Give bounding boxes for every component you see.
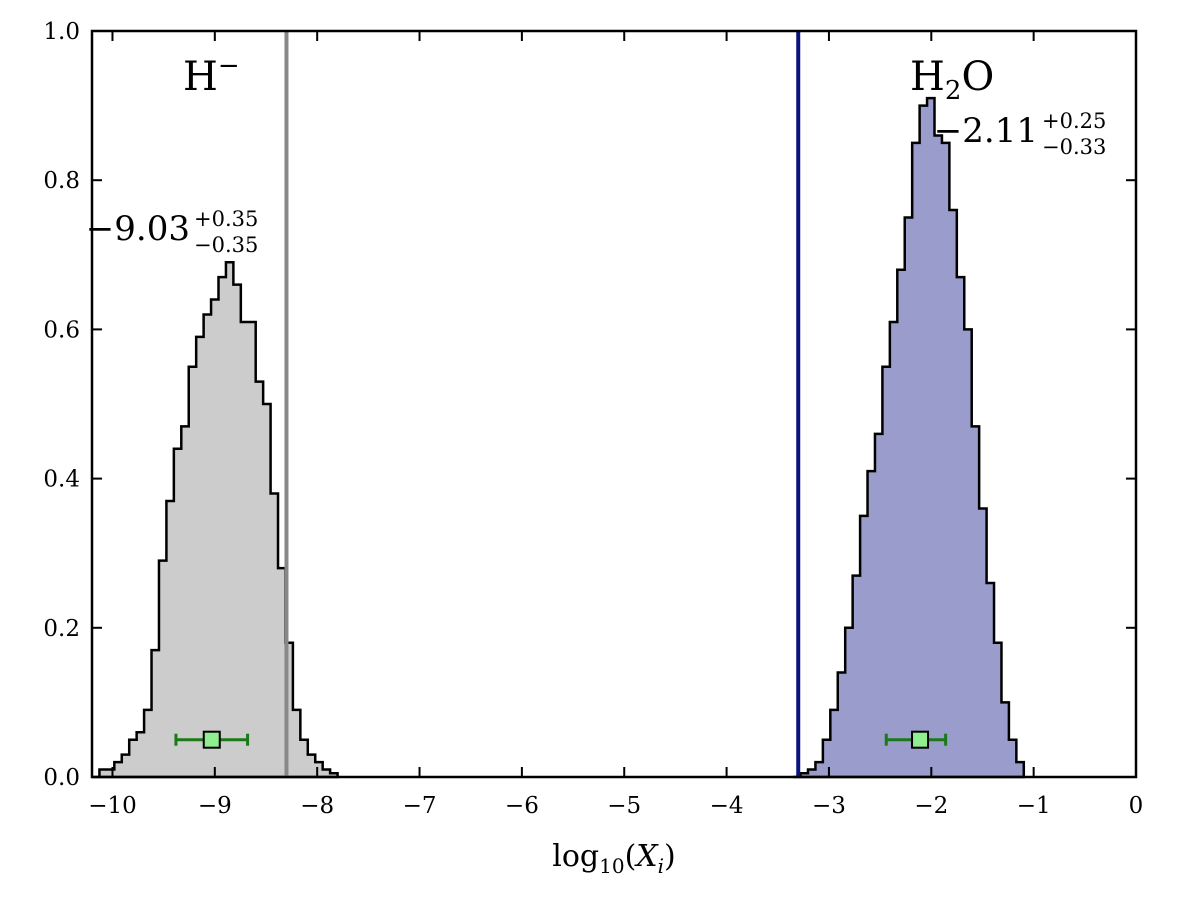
- y-tick-label: 0.0: [43, 765, 80, 791]
- x-tick-label: −3: [812, 793, 846, 819]
- y-tick-label: 0.4: [43, 467, 80, 493]
- x-tick-label: −9: [198, 793, 232, 819]
- annotation-hminus-value: −9.03: [86, 209, 190, 249]
- x-tick-label: −7: [403, 793, 437, 819]
- median-marker-series-0: [202, 730, 221, 749]
- x-tick-label: −2: [914, 793, 948, 819]
- annotation-h2o-plus: +0.25: [1042, 109, 1106, 133]
- x-tick-label: −8: [300, 793, 334, 819]
- y-tick-label: 0.6: [43, 317, 80, 343]
- annotation-h2o-value: −2.11: [934, 111, 1038, 151]
- annotation-h2o-minus: −0.33: [1042, 135, 1106, 159]
- x-tick-label: −5: [607, 793, 641, 819]
- y-tick-label: 1.0: [43, 19, 80, 45]
- labels: −10 −9 −8 −7 −6 −5 −4 −3 −2 −1 00.00.20.40.60.81.0…: [43, 19, 1143, 878]
- plot-area: [92, 31, 1136, 779]
- x-tick-label: −1: [1017, 793, 1051, 819]
- histogram-series-0: [92, 261, 339, 779]
- annotation-hminus-minus: −0.35: [194, 233, 258, 257]
- annotation-h2o: −2.11 +0.25−0.33: [934, 109, 1107, 159]
- series-label-h2o: H2O: [910, 54, 994, 106]
- median-marker-series-1: [911, 730, 930, 749]
- x-tick-label: −6: [505, 793, 539, 819]
- x-axis-title: log10(Xi): [552, 839, 676, 878]
- y-tick-label: 0.8: [43, 168, 80, 194]
- histogram-series-1: [793, 96, 1026, 779]
- series-label-hminus: H−: [183, 51, 240, 100]
- plot-frame: [90, 29, 1138, 779]
- x-tick-label: −4: [710, 793, 744, 819]
- annotation-hminus-plus: +0.35: [194, 207, 258, 231]
- x-tick-label: 0: [1129, 793, 1144, 819]
- axes: [90, 29, 1138, 779]
- annotation-hminus: −9.03 +0.35−0.35: [86, 207, 259, 257]
- x-tick-label: −10: [88, 793, 137, 819]
- y-tick-label: 0.2: [43, 616, 80, 642]
